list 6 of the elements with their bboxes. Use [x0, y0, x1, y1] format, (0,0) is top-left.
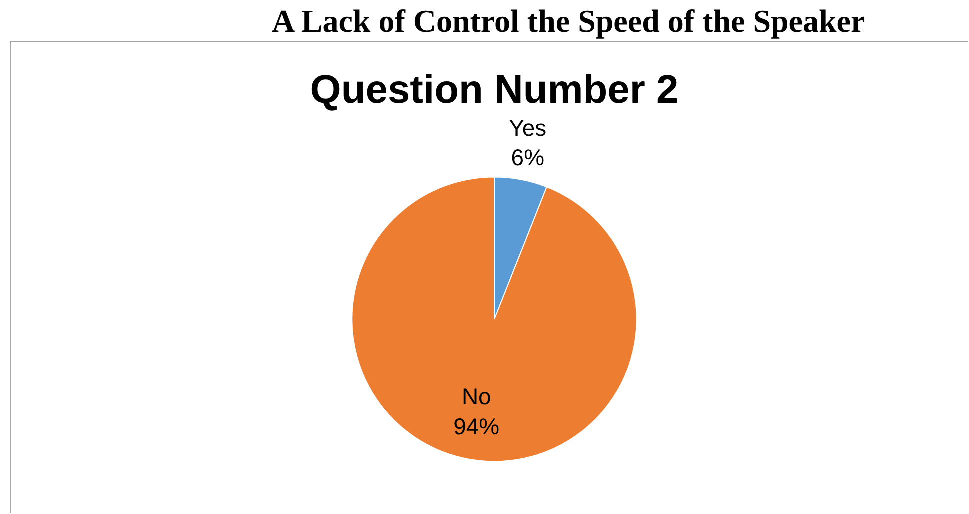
slice-label: No: [462, 383, 492, 410]
chart-subtitle: Question Number 2: [310, 68, 679, 112]
data-label: 6%: [511, 144, 545, 171]
chart-title: A Lack of Control the Speed of the Speaker: [272, 3, 866, 39]
slice-label: Yes: [509, 114, 547, 141]
data-label: 94%: [454, 413, 500, 440]
